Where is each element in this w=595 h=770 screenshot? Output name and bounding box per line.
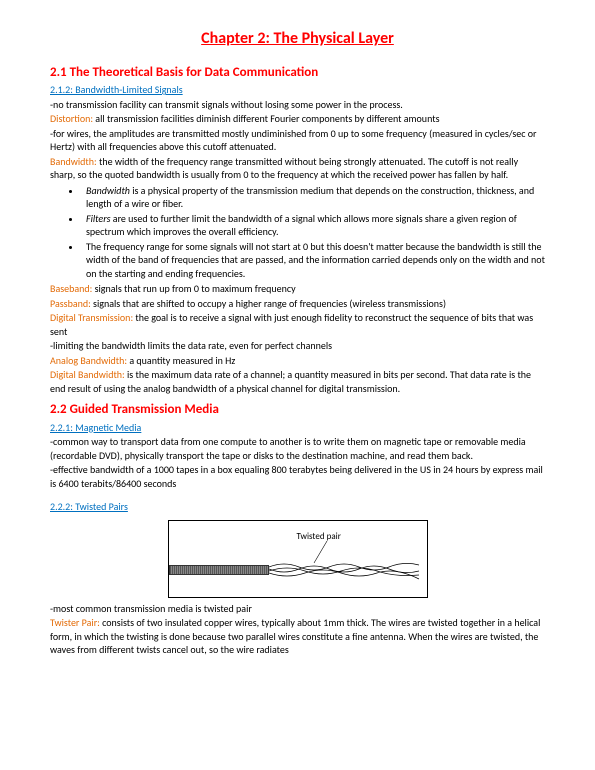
term-baseband: Baseband: <box>50 282 92 295</box>
term-passband: Passband: <box>50 297 91 310</box>
para-twister-pair: Twister Pair: consists of two insulated … <box>50 616 545 657</box>
para-digital-bw: Digital Bandwidth: is the maximum data r… <box>50 368 545 395</box>
para: -no transmission facility can transmit s… <box>50 98 545 112</box>
text: signals that are shifted to occupy a hig… <box>91 297 446 310</box>
para: -common way to transport data from one c… <box>50 435 545 462</box>
section-2-2-heading: 2.2 Guided Transmission Media <box>50 401 545 419</box>
para-passband: Passband: signals that are shifted to oc… <box>50 297 545 311</box>
para-baseband: Baseband: signals that run up from 0 to … <box>50 282 545 296</box>
subheading-2-2-1: 2.2.1: Magnetic Media <box>50 421 545 435</box>
text: all transmission facilities diminish dif… <box>93 112 439 125</box>
term-digital-transmission: Digital Transmission: <box>50 311 133 324</box>
para-distortion: Distortion: all transmission facilities … <box>50 112 545 126</box>
subheading-2-2-2: 2.2.2: Twisted Pairs <box>50 500 545 514</box>
bandwidth-bullets: Bandwidth is a physical property of the … <box>50 184 545 281</box>
term-twister-pair: Twister Pair: <box>50 616 100 629</box>
para: -limiting the bandwidth limits the data … <box>50 339 545 353</box>
term-distortion: Distortion: <box>50 112 93 125</box>
twisted-pair-figure: Twisted pair <box>168 520 428 598</box>
text: The frequency range for some signals wil… <box>86 240 545 280</box>
term-bandwidth: Bandwidth: <box>50 155 97 168</box>
para: -effective bandwidth of a 1000 tapes in … <box>50 463 545 490</box>
para-analog-bw: Analog Bandwidth: a quantity measured in… <box>50 354 545 368</box>
text: signals that run up from 0 to maximum fr… <box>92 282 295 295</box>
para: -for wires, the amplitudes are transmitt… <box>50 127 545 154</box>
chapter-title: Chapter 2: The Physical Layer <box>50 28 545 50</box>
para: -most common transmission media is twist… <box>50 602 545 616</box>
subheading-2-1-2: 2.1.2: Bandwidth-Limited Signals <box>50 83 545 97</box>
text: the width of the frequency range transmi… <box>50 155 518 182</box>
para-bandwidth: Bandwidth: the width of the frequency ra… <box>50 155 545 182</box>
term-analog-bandwidth: Analog Bandwidth: <box>50 354 127 367</box>
list-item: The frequency range for some signals wil… <box>82 240 545 281</box>
section-2-1-heading: 2.1 The Theoretical Basis for Data Commu… <box>50 64 545 82</box>
text: consists of two insulated copper wires, … <box>50 616 540 656</box>
text: a quantity measured in Hz <box>127 354 235 367</box>
list-item: Bandwidth is a physical property of the … <box>82 184 545 211</box>
para-digital-tx: Digital Transmission: the goal is to rec… <box>50 311 545 338</box>
text: are used to further limit the bandwidth … <box>86 212 517 239</box>
em: Bandwidth <box>86 184 130 197</box>
em: Filters <box>86 212 111 225</box>
term-digital-bandwidth: Digital Bandwidth: <box>50 368 125 381</box>
twisted-pair-svg <box>169 521 429 599</box>
text: is a physical property of the transmissi… <box>86 184 534 211</box>
list-item: Filters are used to further limit the ba… <box>82 212 545 239</box>
